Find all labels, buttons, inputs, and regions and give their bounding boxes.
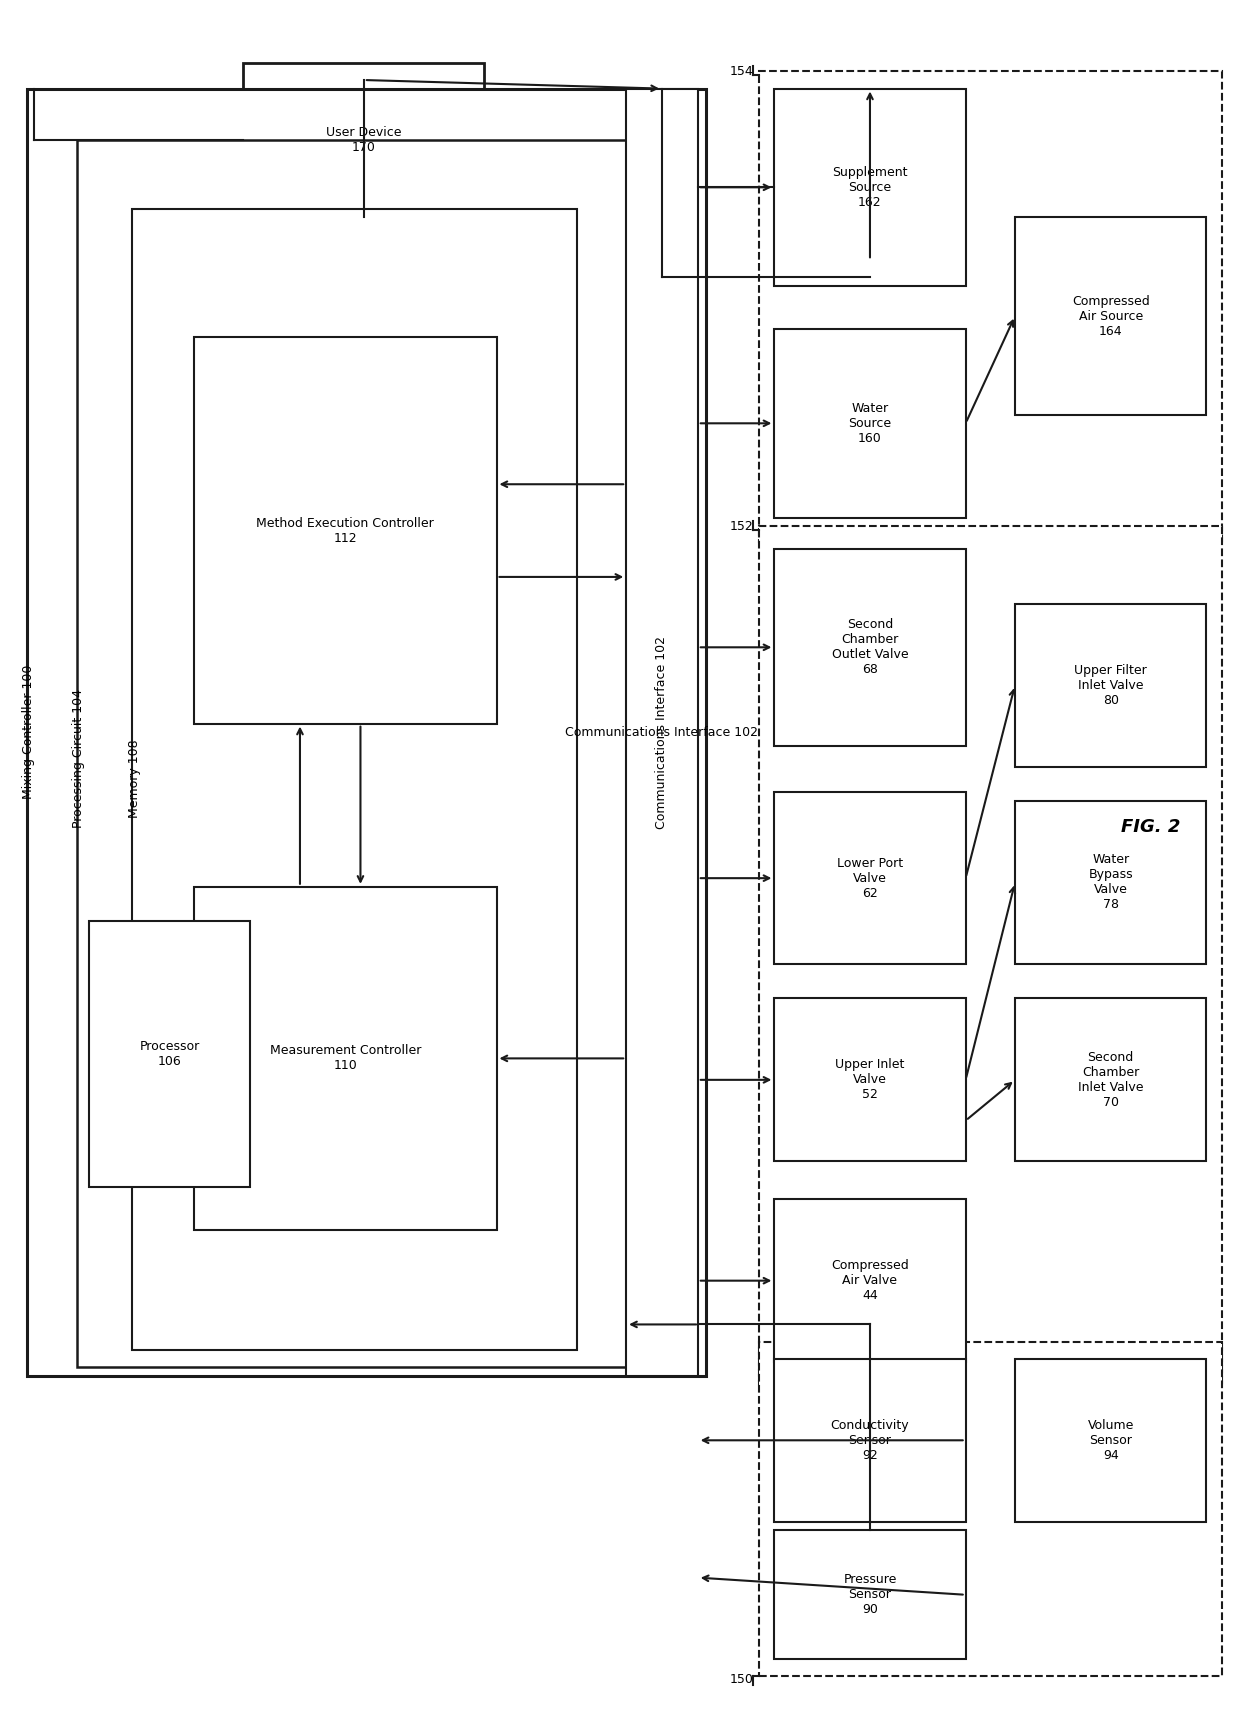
Text: Processing Circuit 104: Processing Circuit 104: [72, 689, 84, 828]
FancyBboxPatch shape: [759, 527, 1223, 1384]
FancyBboxPatch shape: [133, 208, 577, 1350]
Text: Second
Chamber
Outlet Valve
68: Second Chamber Outlet Valve 68: [832, 618, 908, 677]
FancyBboxPatch shape: [774, 1199, 966, 1362]
Text: Measurement Controller
110: Measurement Controller 110: [269, 1044, 422, 1073]
FancyBboxPatch shape: [243, 64, 484, 217]
FancyBboxPatch shape: [1016, 217, 1207, 415]
Text: Lower Port
Valve
62: Lower Port Valve 62: [837, 856, 903, 899]
FancyBboxPatch shape: [759, 71, 1223, 544]
Text: Upper Inlet
Valve
52: Upper Inlet Valve 52: [836, 1059, 905, 1102]
FancyBboxPatch shape: [27, 88, 707, 1376]
Text: Processor
106: Processor 106: [139, 1040, 200, 1068]
Text: 150: 150: [729, 1674, 754, 1686]
Text: 152: 152: [729, 520, 754, 532]
Text: Pressure
Sensor
90: Pressure Sensor 90: [843, 1574, 897, 1617]
FancyBboxPatch shape: [774, 792, 966, 964]
FancyBboxPatch shape: [774, 88, 966, 286]
FancyBboxPatch shape: [1016, 1359, 1207, 1522]
FancyBboxPatch shape: [774, 329, 966, 518]
FancyBboxPatch shape: [774, 549, 966, 746]
Text: Water
Source
160: Water Source 160: [848, 401, 892, 444]
FancyBboxPatch shape: [77, 139, 645, 1367]
Text: Water
Bypass
Valve
78: Water Bypass Valve 78: [1089, 854, 1133, 911]
FancyBboxPatch shape: [759, 1341, 1223, 1676]
Text: Upper Filter
Inlet Valve
80: Upper Filter Inlet Valve 80: [1074, 663, 1147, 706]
FancyBboxPatch shape: [1016, 603, 1207, 766]
FancyBboxPatch shape: [89, 921, 249, 1186]
FancyBboxPatch shape: [626, 88, 698, 1376]
Text: User Device
170: User Device 170: [326, 126, 402, 153]
Text: Supplement
Source
162: Supplement Source 162: [832, 165, 908, 208]
Text: Second
Chamber
Inlet Valve
70: Second Chamber Inlet Valve 70: [1078, 1050, 1143, 1109]
Text: Communications Interface 102: Communications Interface 102: [565, 725, 759, 739]
FancyBboxPatch shape: [1016, 999, 1207, 1161]
Text: Volume
Sensor
94: Volume Sensor 94: [1087, 1419, 1133, 1462]
Text: Conductivity
Sensor
92: Conductivity Sensor 92: [831, 1419, 909, 1462]
FancyBboxPatch shape: [1016, 801, 1207, 964]
FancyBboxPatch shape: [774, 1531, 966, 1658]
Text: Compressed
Air Source
164: Compressed Air Source 164: [1071, 294, 1149, 338]
Text: 154: 154: [729, 65, 754, 77]
Text: FIG. 2: FIG. 2: [1121, 818, 1180, 835]
Text: Compressed
Air Valve
44: Compressed Air Valve 44: [831, 1259, 909, 1302]
Text: Method Execution Controller
112: Method Execution Controller 112: [257, 517, 434, 544]
FancyBboxPatch shape: [195, 887, 496, 1230]
Text: Communications Interface 102: Communications Interface 102: [656, 635, 668, 828]
FancyBboxPatch shape: [195, 338, 496, 723]
Text: Memory 108: Memory 108: [129, 739, 141, 818]
FancyBboxPatch shape: [774, 1359, 966, 1522]
FancyBboxPatch shape: [774, 999, 966, 1161]
Text: Mixing Controller 100: Mixing Controller 100: [22, 665, 35, 799]
